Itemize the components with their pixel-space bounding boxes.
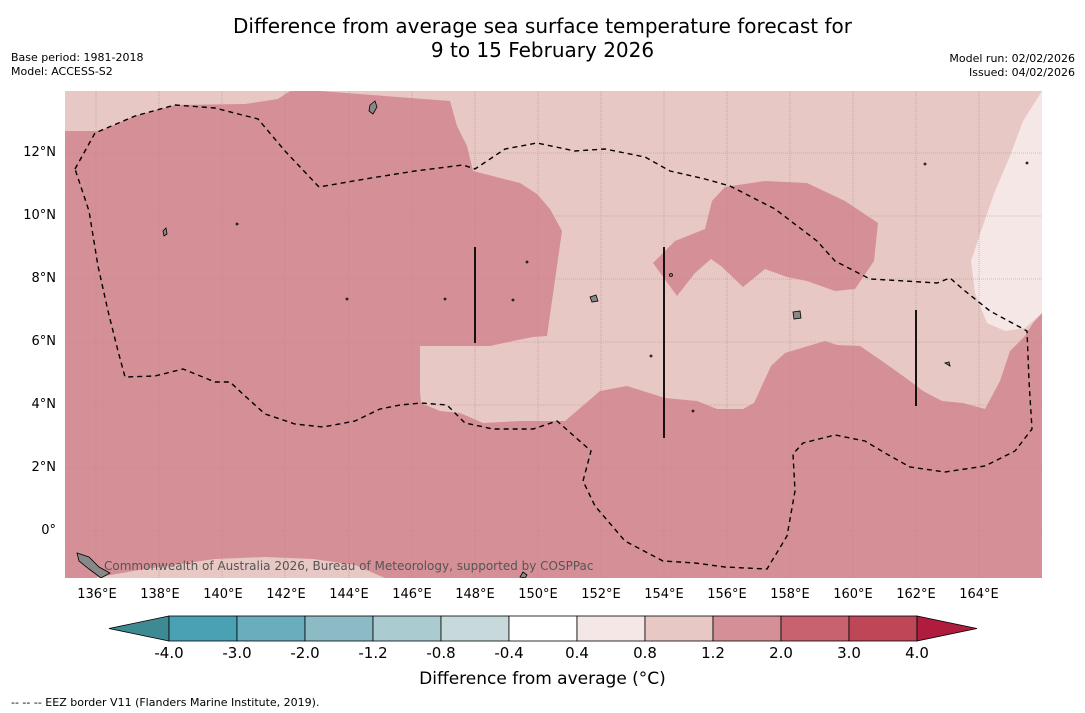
island-kosrae: [943, 361, 951, 367]
islet-satawal: [345, 297, 349, 301]
map-title-line1: Difference from average sea surface temp…: [232, 14, 852, 38]
island-yap: [368, 100, 378, 115]
map-gridlines: [65, 91, 1042, 578]
anomaly-1p2-2p0-blob-east: [653, 181, 878, 296]
x-tick-150e: 150°E: [518, 587, 558, 602]
colorbar-title: Difference from average (°C): [419, 669, 666, 689]
x-tick-140e: 140°E: [203, 587, 243, 602]
x-tick-152e: 152°E: [581, 587, 621, 602]
colorbar-segment-3: [304, 615, 374, 642]
colorbar-segment-11: [848, 615, 918, 642]
anomaly-0p4-0p8-region-northeast: [971, 91, 1042, 331]
colorbar-segment-10: [780, 615, 850, 642]
island-manus: [519, 571, 528, 578]
colorbar-extend-low: [108, 615, 170, 642]
y-tick-12n: 12°N: [23, 145, 56, 160]
colorbar-label-neg1-2: -1.2: [358, 644, 388, 662]
meta-left: Base period: 1981-2018 Model: ACCESS-S2: [11, 51, 143, 79]
x-tick-148e: 148°E: [455, 587, 495, 602]
islet-enewetak: [923, 162, 927, 166]
islet-pulap: [443, 297, 447, 301]
colorbar-label-4-0: 4.0: [905, 644, 929, 662]
colorbar-label-neg0-8: -0.8: [426, 644, 456, 662]
x-tick-162e: 162°E: [896, 587, 936, 602]
colorbar-segment-2: [236, 615, 306, 642]
colorbar-label-0-8: 0.8: [633, 644, 657, 662]
island-papua-coast: [76, 552, 111, 578]
colorbar-label-2-0: 2.0: [769, 644, 793, 662]
islands: [76, 100, 1029, 578]
issued-text: Issued: 04/02/2026: [968, 66, 1075, 79]
eez-footnote: -- -- -- EEZ border V11 (Flanders Marine…: [11, 696, 320, 709]
x-tick-154e: 154°E: [644, 587, 684, 602]
island-pohnpei: [792, 310, 802, 320]
model-text: Model: ACCESS-S2: [11, 65, 113, 78]
copyright-text: Commonwealth of Australia 2026, Bureau o…: [104, 559, 594, 573]
x-tick-158e: 158°E: [770, 587, 810, 602]
colorbar-segment-9: [712, 615, 782, 642]
colorbar-extend-high: [916, 615, 978, 642]
colorbar-segment-7: [576, 615, 646, 642]
colorbar-label-neg4-0: -4.0: [154, 644, 184, 662]
colorbar-label-neg3-0: -3.0: [222, 644, 252, 662]
colorbar: [108, 615, 978, 642]
x-tick-144e: 144°E: [329, 587, 369, 602]
x-tick-164e: 164°E: [959, 587, 999, 602]
island-palau: [162, 227, 168, 237]
anomaly-0p8-1p2-region-south: [93, 557, 385, 578]
colorbar-segment-1: [168, 615, 238, 642]
islet-kapinga: [691, 409, 695, 413]
y-tick-8n: 8°N: [31, 271, 57, 286]
colorbar-segment-5: [440, 615, 510, 642]
y-tick-10n: 10°N: [23, 208, 56, 223]
x-tick-146e: 146°E: [392, 587, 432, 602]
island-chuuk: [589, 294, 599, 303]
islet-nukuoro: [649, 354, 653, 358]
islet-ngulu: [235, 222, 239, 226]
islet-mortlock: [669, 273, 673, 277]
colorbar-segment-6: [508, 615, 578, 642]
meta-right: Model run: 02/02/2026 Issued: 04/02/2026: [949, 52, 1075, 80]
x-tick-142e: 142°E: [266, 587, 306, 602]
colorbar-segment-8: [644, 615, 714, 642]
islet-bikini: [1025, 161, 1029, 165]
y-tick-0: 0°: [41, 523, 56, 538]
x-tick-160e: 160°E: [833, 587, 873, 602]
model-run-text: Model run: 02/02/2026: [949, 52, 1075, 65]
colorbar-label-3-0: 3.0: [837, 644, 861, 662]
colorbar-segment-4: [372, 615, 442, 642]
colorbar-label-1-2: 1.2: [701, 644, 725, 662]
colorbar-label-neg2-0: -2.0: [290, 644, 320, 662]
colorbar-label-0-4: 0.4: [565, 644, 589, 662]
islet-hall: [511, 298, 515, 302]
colorbar-label-neg0-4: -0.4: [494, 644, 524, 662]
x-tick-136e: 136°E: [77, 587, 117, 602]
base-period-text: Base period: 1981-2018: [11, 51, 144, 64]
x-tick-156e: 156°E: [707, 587, 747, 602]
y-tick-2n: 2°N: [31, 460, 57, 475]
map-title: Difference from average sea surface temp…: [0, 14, 1085, 62]
colorbar-segments: [108, 615, 978, 642]
islet-namonuito: [525, 260, 529, 264]
y-tick-6n: 6°N: [31, 334, 57, 349]
sst-anomaly-map: [65, 91, 1042, 578]
x-tick-138e: 138°E: [140, 587, 180, 602]
y-tick-4n: 4°N: [31, 397, 57, 412]
map-title-line2: 9 to 15 February 2026: [430, 38, 655, 62]
anomaly-0p8-1p2-region-northwest: [65, 91, 290, 131]
